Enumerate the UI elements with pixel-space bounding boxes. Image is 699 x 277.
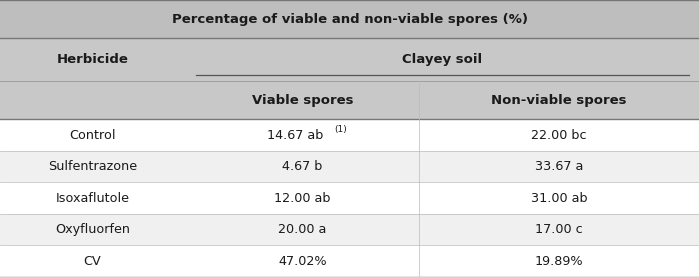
Bar [185,183,419,214]
Bar [419,151,699,183]
Text: CV: CV [84,255,101,268]
Text: Non-viable spores: Non-viable spores [491,94,627,107]
Bar [185,245,419,277]
Text: Clayey soil: Clayey soil [402,53,482,66]
Text: Herbicide: Herbicide [57,53,129,66]
Bar [419,214,699,245]
Bar [419,119,699,151]
Text: 47.02%: 47.02% [278,255,326,268]
Bar [0,151,185,183]
Bar [0,214,185,245]
Text: 19.89%: 19.89% [535,255,584,268]
Bar [0,81,185,119]
Bar [185,214,419,245]
Bar [0,119,185,151]
Text: 31.00 ab: 31.00 ab [531,192,588,205]
Bar [0,245,185,277]
Text: Viable spores: Viable spores [252,94,353,107]
Bar [185,119,419,151]
Text: Isoxaflutole: Isoxaflutole [56,192,129,205]
Bar [0,38,185,81]
Text: 14.67 ab: 14.67 ab [267,129,324,142]
Text: Percentage of viable and non-viable spores (%): Percentage of viable and non-viable spor… [171,13,528,25]
Text: Oxyfluorfen: Oxyfluorfen [55,223,130,236]
Bar [0,183,185,214]
Text: 17.00 c: 17.00 c [535,223,583,236]
Text: 12.00 ab: 12.00 ab [274,192,331,205]
Text: (1): (1) [334,125,347,134]
Text: 20.00 a: 20.00 a [278,223,326,236]
Bar [419,183,699,214]
Text: 22.00 bc: 22.00 bc [531,129,587,142]
Bar [419,81,699,119]
Text: 4.67 b: 4.67 b [282,160,322,173]
Text: Sulfentrazone: Sulfentrazone [48,160,137,173]
Text: Control: Control [69,129,116,142]
Bar [185,151,419,183]
Bar [419,245,699,277]
Bar [185,38,699,81]
Text: 33.67 a: 33.67 a [535,160,584,173]
Bar [0,0,699,38]
Bar [185,81,419,119]
